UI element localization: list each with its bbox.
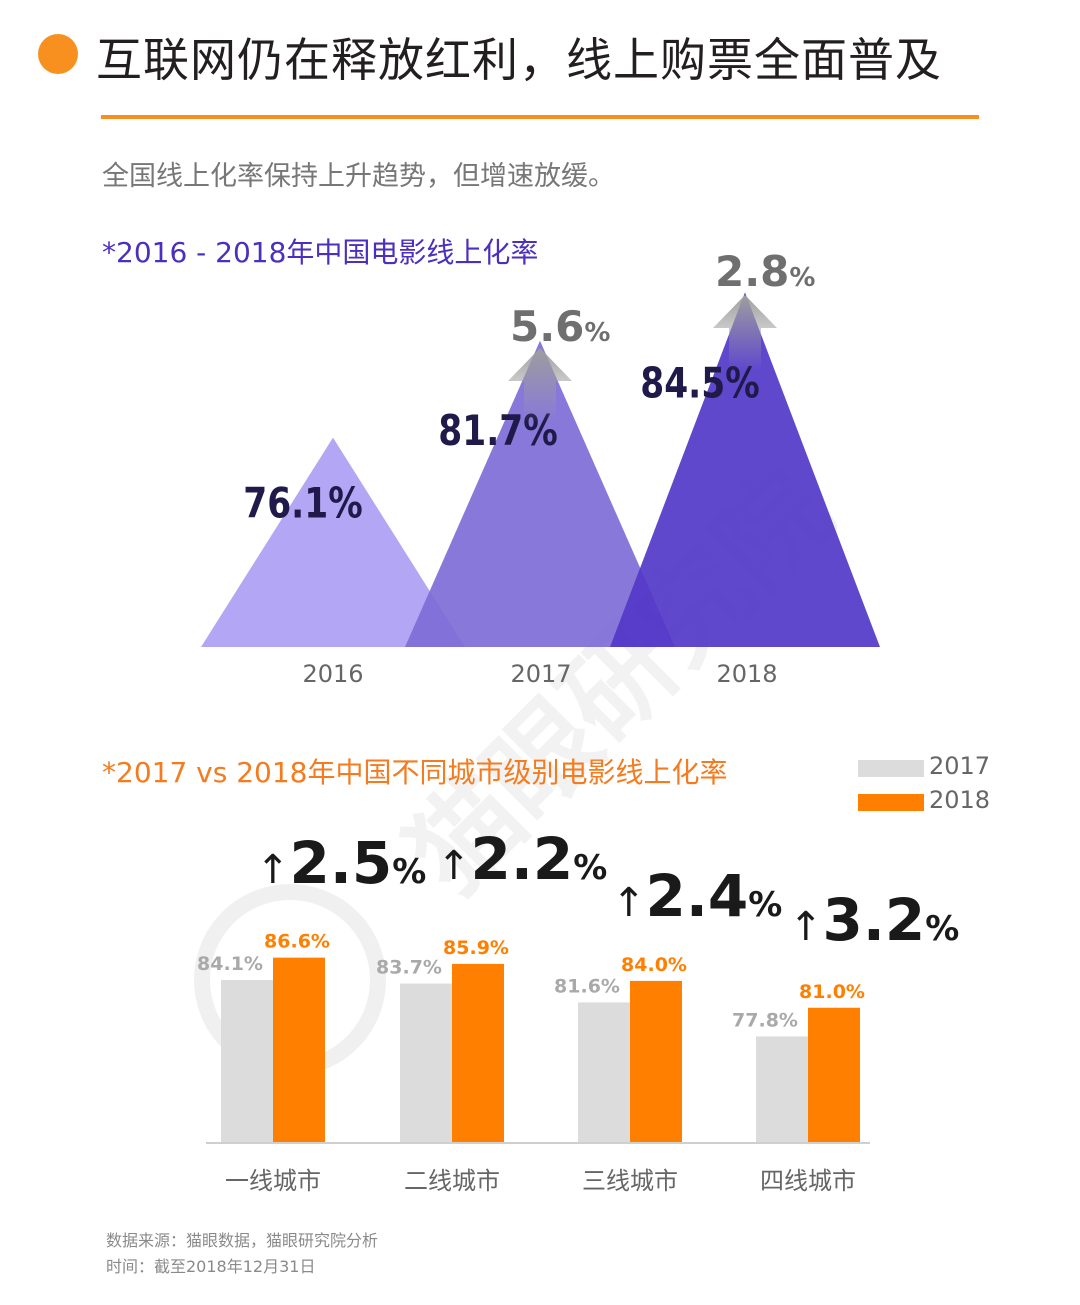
growth-number: 2.5 bbox=[290, 829, 393, 897]
year-label-2017: 2017 bbox=[510, 660, 571, 688]
category-label-一线城市: 一线城市 bbox=[225, 1167, 321, 1195]
year-label-2016: 2016 bbox=[302, 660, 363, 688]
bar-2017-四线城市 bbox=[756, 1036, 808, 1142]
title-divider bbox=[101, 115, 979, 119]
increase-arrow-icon bbox=[713, 295, 777, 370]
up-arrow-icon: ↑ bbox=[789, 904, 823, 950]
bar-label-2017: 83.7% bbox=[376, 957, 442, 979]
increase-arrow-icon bbox=[508, 348, 572, 423]
bar-label-2018: 84.0% bbox=[621, 954, 687, 976]
source-note: 数据来源：猫眼数据，猫眼研究院分析 bbox=[106, 1231, 379, 1250]
increase-label: 5.6% bbox=[510, 302, 610, 351]
bar-2018-三线城市 bbox=[630, 980, 682, 1142]
increase-unit: % bbox=[584, 318, 610, 348]
bar-label-2017: 84.1% bbox=[197, 953, 263, 975]
legend-label-2018: 2018 bbox=[929, 786, 991, 814]
bar-label-2018: 85.9% bbox=[443, 937, 509, 959]
bar-2018-四线城市 bbox=[808, 1007, 860, 1142]
category-label-二线城市: 二线城市 bbox=[404, 1167, 500, 1195]
triangle-2017 bbox=[405, 340, 675, 647]
growth-label: ↑3.2% bbox=[789, 886, 959, 954]
legend-swatch-2017 bbox=[858, 760, 924, 777]
bar-label-2017: 77.8% bbox=[732, 1009, 798, 1031]
date-note: 时间：截至2018年12月31日 bbox=[106, 1257, 316, 1276]
triangle-2018 bbox=[610, 292, 880, 647]
growth-number: 2.2 bbox=[471, 825, 574, 893]
legend-label-2017: 2017 bbox=[929, 752, 991, 780]
increase-number: 5.6 bbox=[510, 302, 584, 351]
growth-label: ↑2.5% bbox=[256, 829, 426, 897]
bar-2017-三线城市 bbox=[578, 1002, 630, 1142]
bar-label-2017: 81.6% bbox=[554, 975, 620, 997]
bar-label-2018: 81.0% bbox=[799, 981, 865, 1003]
title-bullet-icon bbox=[38, 34, 78, 74]
bar-2017-一线城市 bbox=[221, 980, 273, 1142]
growth-unit: % bbox=[392, 852, 426, 892]
category-label-三线城市: 三线城市 bbox=[582, 1167, 678, 1195]
category-label-四线城市: 四线城市 bbox=[760, 1167, 856, 1195]
chart1-title: *2016 - 2018年中国电影线上化率 bbox=[102, 236, 539, 269]
legend-swatch-2018 bbox=[858, 794, 924, 811]
growth-unit: % bbox=[748, 885, 782, 925]
growth-unit: % bbox=[573, 848, 607, 888]
page-subtitle: 全国线上化率保持上升趋势，但增速放缓。 bbox=[102, 161, 615, 192]
year-label-2018: 2018 bbox=[716, 660, 777, 688]
bar-2018-一线城市 bbox=[273, 957, 325, 1142]
city-tier-bar-chart: 84.1%86.6%一线城市↑2.5%83.7%85.9%二线城市↑2.2%81… bbox=[197, 825, 959, 1195]
up-arrow-icon: ↑ bbox=[612, 880, 646, 926]
increase-number: 2.8 bbox=[715, 250, 789, 296]
growth-number: 2.4 bbox=[646, 862, 749, 930]
growth-label: ↑2.4% bbox=[612, 862, 782, 930]
growth-unit: % bbox=[925, 909, 959, 949]
chart2-title: *2017 vs 2018年中国不同城市级别电影线上化率 bbox=[102, 756, 728, 789]
bar-label-2018: 86.6% bbox=[264, 931, 330, 953]
increase-label: 2.8% bbox=[715, 250, 815, 296]
growth-label: ↑2.2% bbox=[437, 825, 607, 893]
bar-2017-二线城市 bbox=[400, 983, 452, 1142]
bar-2018-二线城市 bbox=[452, 963, 504, 1142]
up-arrow-icon: ↑ bbox=[256, 847, 290, 893]
increase-unit: % bbox=[789, 263, 815, 293]
value-label-2016: 76.1% bbox=[243, 479, 362, 528]
growth-number: 3.2 bbox=[823, 886, 926, 954]
page-title: 互联网仍在释放红利，线上购票全面普及 bbox=[96, 33, 942, 87]
triangle-2016 bbox=[201, 437, 465, 647]
up-arrow-icon: ↑ bbox=[437, 843, 471, 889]
